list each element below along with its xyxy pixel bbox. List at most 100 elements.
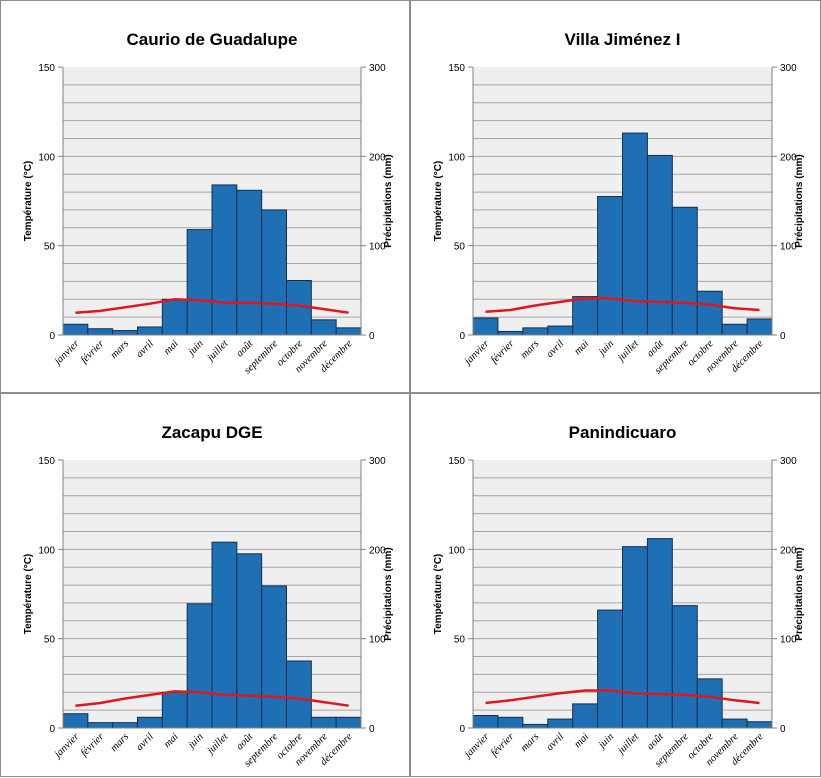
y-tick-label: 50 [454,635,466,646]
y2-tick-label: 200 [780,152,797,163]
y-tick-label: 100 [448,545,465,556]
x-tick-label: avril [134,731,156,753]
precipitation-bar [186,229,213,336]
y2-tick-label: 300 [780,456,797,467]
x-tick-label: avril [545,338,567,360]
precipitation-bar [62,323,89,336]
y2-axis-title: Précipitations (mm) [794,154,805,247]
precipitation-bar [721,718,748,729]
precipitation-bar [746,318,773,336]
x-tick-label: mai [162,338,181,357]
x-tick-label: mars [519,731,542,754]
chart-svg: Panindicuaro 0 50 100 150 0 100 200 300 janvierfé… [433,423,805,769]
y-tick-label: 0 [49,724,55,735]
precipitation-bar [622,546,648,729]
y2-tick-label: 300 [369,456,386,467]
precipitation-bar [597,196,623,336]
precipitation-bar [261,209,287,336]
y2-axis-title: Précipitations (mm) [383,547,394,640]
y-tick-label: 150 [448,63,465,74]
y2-tick-label: 300 [780,63,797,74]
chart-panel: Zacapu DGE 0 50 100 150 0 100 200 300 janvier févr… [0,393,410,777]
x-tick-label: juin [185,731,206,752]
y-tick-label: 100 [38,152,55,163]
precipitation-bar [547,325,574,336]
chart-title: Caurio de Guadalupe [127,30,298,49]
x-tick-label: août [234,731,256,753]
precipitation-bar [671,206,698,336]
y-axis-title: Température (°C) [433,554,444,635]
x-tick-label: août [234,338,256,360]
precipitation-bar [522,327,549,336]
y-tick-label: 50 [44,242,56,253]
x-tick-label: mars [519,338,542,361]
y2-tick-label: 100 [780,242,797,253]
x-tick-label: avril [134,338,156,360]
temperature-line [485,689,760,705]
temperature-line [75,298,349,314]
precipitation-bar [310,319,337,336]
precipitation-bar [62,713,89,729]
y2-tick-label: 100 [369,242,386,253]
chart-svg: Villa Jiménez I 0 50 100 150 0 100 200 300 janvie… [433,30,805,376]
y2-tick-label: 0 [369,331,375,342]
precipitation-bar [186,603,213,729]
y2-tick-label: 100 [780,635,797,646]
y2-tick-label: 200 [369,545,386,556]
y2-tick-label: 0 [369,724,375,735]
chart-svg: Zacapu DGE 0 50 100 150 0 100 200 300 janvierfévr… [23,423,394,769]
precipitation-bar [112,722,138,729]
y-axis-title: Température (°C) [23,554,34,635]
precipitation-bar [335,327,362,336]
x-tick-label: mai [572,338,591,357]
y-tick-label: 50 [454,242,466,253]
y-tick-label: 0 [459,331,465,342]
x-tick-label: juin [595,338,616,359]
x-tick-label: avril [545,731,567,753]
precipitation-bar [746,721,773,729]
x-tick-label: février [489,731,517,759]
x-tick-label: janvier [461,731,492,762]
precipitation-bar [472,714,499,729]
x-tick-label: janvier [51,338,82,369]
precipitation-bar [137,326,163,336]
precipitation-bar [671,605,698,729]
x-tick-label: mars [109,338,132,361]
x-tick-label: juillet [204,731,231,758]
precipitation-bar [497,716,524,729]
precipitation-bar [622,132,648,336]
precipitation-bar [696,678,723,729]
x-tick-label: août [645,731,667,753]
x-tick-label: mars [109,731,132,754]
y2-tick-label: 100 [369,635,386,646]
precipitation-bar [335,716,362,729]
precipitation-bar [646,538,673,729]
x-tick-label: août [645,338,667,360]
chart-panel: Panindicuaro 0 50 100 150 0 100 200 300 janvier fé… [410,393,821,777]
precipitation-bar [87,722,114,729]
precipitation-bar [261,585,287,729]
precipitation-bar [472,317,499,336]
y-tick-label: 100 [448,152,465,163]
y-tick-label: 0 [459,724,465,735]
x-tick-label: mai [572,731,591,750]
x-tick-label: juillet [615,731,642,758]
y-tick-label: 150 [448,456,465,467]
precipitation-bar [310,716,337,729]
y-tick-label: 100 [38,545,55,556]
precipitation-bar [211,541,238,729]
precipitation-bar [236,553,263,729]
y2-tick-label: 300 [369,63,386,74]
y-tick-label: 150 [38,456,55,467]
x-tick-label: juin [595,731,616,752]
precipitation-bar [646,154,673,336]
temperature-line [485,297,760,314]
chart-panel: Villa Jiménez I 0 50 100 150 0 100 200 300 janvie… [410,0,821,393]
precipitation-bar [87,328,114,336]
precipitation-bar [597,609,623,729]
chart-panel: Caurio de Guadalupe 0 50 100 150 0 100 200 300 ja… [0,0,410,393]
y2-axis-title: Précipitations (mm) [794,547,805,640]
y-tick-label: 150 [38,63,55,74]
y2-axis-title: Précipitations (mm) [383,154,394,247]
